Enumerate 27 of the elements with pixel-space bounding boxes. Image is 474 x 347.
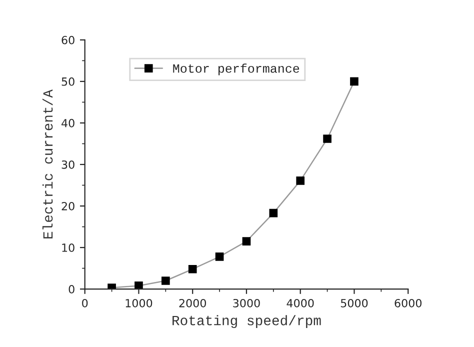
- point: [215, 252, 224, 261]
- x-tick-label: 4000: [286, 298, 314, 308]
- point: [134, 282, 143, 290]
- point: [188, 264, 197, 274]
- point: [350, 77, 358, 86]
- x-tick-label: 2000: [179, 298, 206, 308]
- x-tick-label: 1000: [126, 298, 152, 308]
- legend-label: Motor performance: [173, 64, 300, 76]
- point: [296, 176, 305, 185]
- y-tick-label: 20: [62, 202, 74, 210]
- y-tick-label: 0: [68, 285, 74, 294]
- point: [323, 134, 332, 143]
- y-tick-label: 30: [62, 160, 74, 169]
- y-tick-label: 60: [62, 36, 74, 44]
- x-tick-label: 3000: [233, 298, 260, 308]
- x-tick-label: 5000: [340, 298, 368, 308]
- point: [161, 276, 170, 285]
- point: [242, 237, 251, 246]
- x-tick-label: 6000: [394, 298, 422, 308]
- y-tick-label: 40: [62, 118, 74, 128]
- point: [108, 284, 116, 290]
- y-tick-label: 50: [62, 77, 74, 86]
- point: [269, 208, 278, 218]
- y-axis-title: Electric current/A: [42, 89, 53, 238]
- x-axis-title: Rotating speed/rpm: [172, 315, 321, 328]
- y-tick-label: 10: [62, 244, 74, 252]
- x-tick-label: 0: [82, 298, 88, 308]
